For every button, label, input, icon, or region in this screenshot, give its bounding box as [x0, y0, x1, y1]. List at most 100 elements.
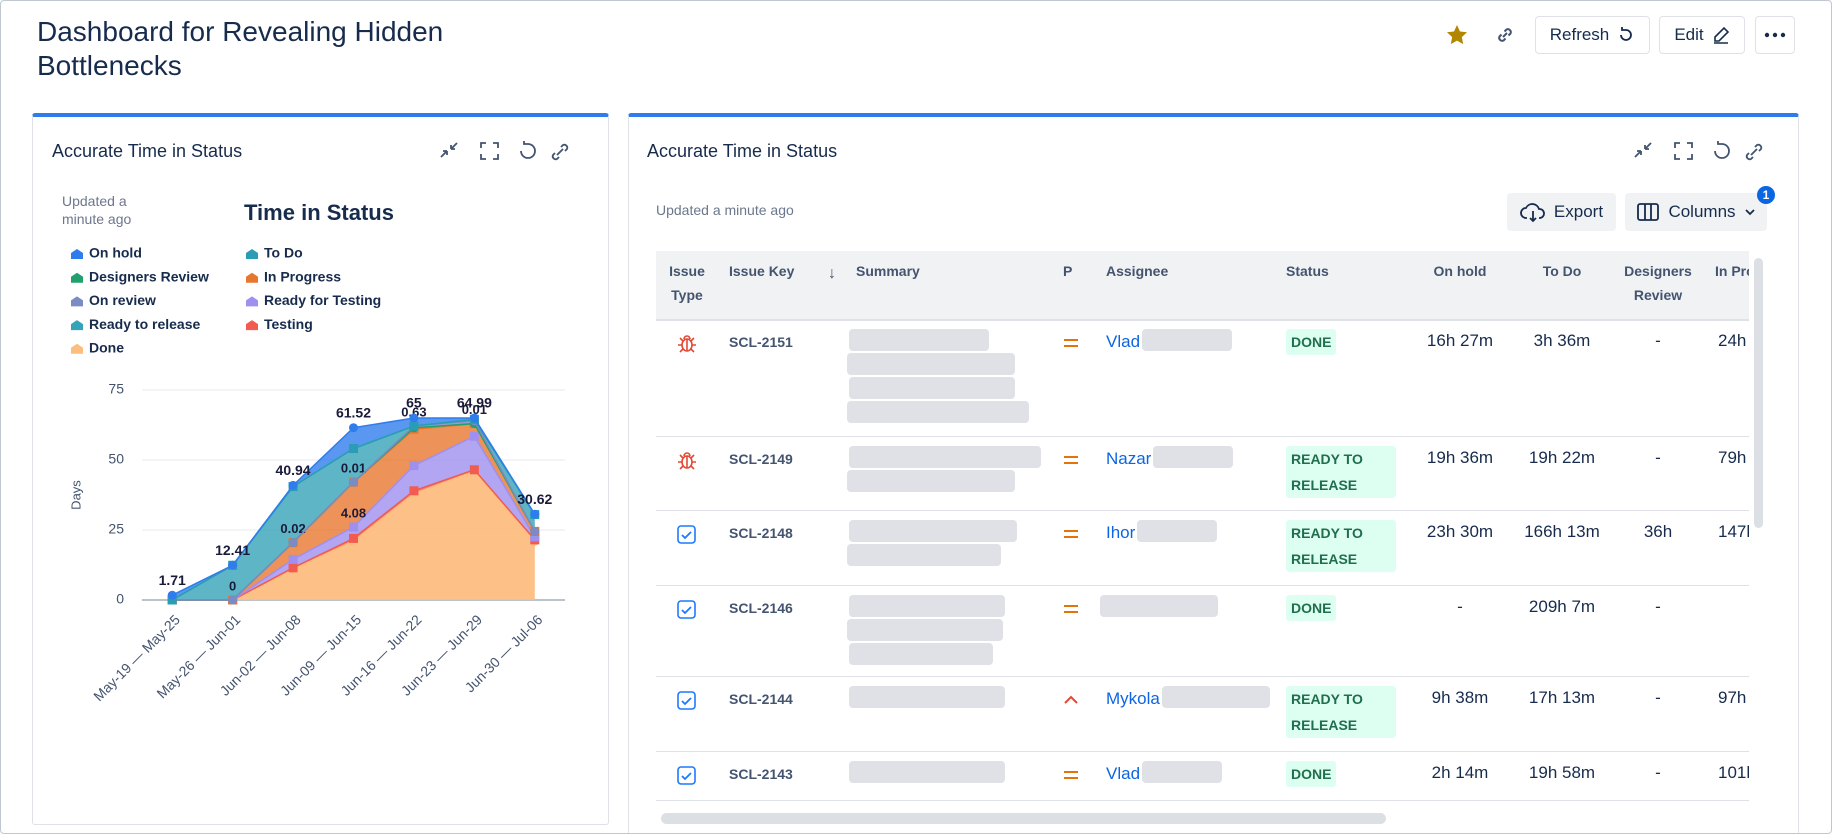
summary-redacted	[849, 377, 1015, 399]
assignee-redacted	[1142, 761, 1222, 783]
priority-icon	[1061, 450, 1081, 470]
updated-text: Updated a minute ago	[656, 202, 794, 218]
export-button[interactable]: Export	[1507, 193, 1616, 231]
data-label: 0	[229, 578, 236, 593]
issue-key[interactable]: SCL-2143	[729, 766, 793, 782]
y-tick-label: 50	[108, 451, 124, 467]
horizontal-scrollbar[interactable]	[661, 813, 1386, 824]
assignee[interactable]: Ihor	[1106, 523, 1136, 542]
column-header[interactable]: P	[1063, 263, 1073, 279]
point	[349, 477, 358, 487]
more-icon	[1764, 32, 1786, 38]
summary-redacted	[847, 401, 1029, 423]
point	[349, 423, 358, 433]
column-header[interactable]: Issue Key	[729, 263, 795, 279]
stack-total: 65	[406, 395, 422, 411]
refresh-button[interactable]: Refresh	[1535, 16, 1650, 54]
summary-redacted	[849, 643, 993, 665]
area-fill	[172, 423, 535, 600]
point	[167, 595, 177, 605]
issue-type-icon	[676, 450, 698, 472]
time-cell: 19h 22m	[1528, 448, 1596, 467]
legend-swatch	[246, 296, 258, 307]
issue-key[interactable]: SCL-2148	[729, 525, 793, 541]
area-fill	[172, 471, 535, 600]
time-cell: 209h 7m	[1528, 597, 1596, 616]
point	[469, 465, 479, 475]
edit-button[interactable]: Edit	[1659, 16, 1745, 54]
edit-icon	[1713, 26, 1729, 44]
star-button[interactable]	[1445, 23, 1469, 47]
assignee-redacted	[1142, 329, 1232, 351]
summary-redacted	[849, 446, 1041, 468]
point	[530, 526, 540, 536]
gadget-title: Accurate Time in Status	[647, 141, 838, 161]
y-axis-label: Days	[68, 480, 83, 510]
time-cell: -	[1655, 448, 1661, 467]
legend-label: Ready to release	[89, 316, 200, 332]
column-header[interactable]: To Do	[1542, 263, 1582, 279]
priority-icon	[1061, 524, 1081, 544]
gadget-actions[interactable]	[1631, 139, 1787, 163]
assignee[interactable]: Vlad	[1106, 332, 1141, 351]
time-cell: 2h 14m	[1431, 763, 1489, 782]
row-divider	[656, 510, 1749, 511]
point	[288, 538, 298, 548]
point	[349, 522, 358, 532]
more-button[interactable]	[1755, 16, 1795, 54]
button-label: Columns	[1668, 202, 1736, 221]
time-cell: 16h 27m	[1426, 331, 1494, 350]
columns-button[interactable]: Columns	[1625, 193, 1767, 231]
summary-redacted	[847, 544, 1001, 566]
column-header[interactable]: Summary	[856, 263, 920, 279]
legend-swatch	[71, 272, 83, 283]
assignee-redacted	[1137, 520, 1217, 542]
legend-label: To Do	[264, 245, 303, 261]
issue-type-icon	[676, 333, 698, 355]
assignee[interactable]: Mykola	[1106, 689, 1160, 708]
assignee[interactable]: Vlad	[1106, 764, 1141, 783]
vertical-scrollbar[interactable]	[1754, 258, 1763, 528]
column-header[interactable]: On hold	[1433, 263, 1487, 279]
legend-swatch	[71, 343, 83, 354]
gadget-actions[interactable]	[437, 139, 593, 163]
summary-redacted	[849, 595, 1005, 617]
legend-swatch	[246, 249, 258, 259]
issue-key[interactable]: SCL-2151	[729, 334, 793, 350]
legend-swatch	[71, 320, 83, 331]
legend-swatch	[246, 272, 258, 283]
chart: Time in Status On hold To Do Designers Revi…	[68, 200, 565, 704]
table: Issue Type Issue Key Summary P Assignee Statu…	[656, 251, 1749, 801]
data-label: 4.08	[341, 505, 366, 520]
columns-badge: 1	[1757, 186, 1775, 204]
legend-label: In Progress	[264, 268, 341, 284]
point	[469, 431, 479, 441]
point	[228, 560, 238, 570]
area-fill	[172, 419, 535, 600]
page-title: Dashboard for Revealing Hidden Bottlenec…	[37, 16, 444, 81]
column-header[interactable]: Issue Type	[669, 263, 705, 303]
column-header[interactable]: Status	[1286, 263, 1329, 279]
summary-redacted	[849, 761, 1005, 783]
status-lozenge: DONE	[1286, 761, 1337, 787]
status-lozenge: READY TO RELEASE	[1286, 686, 1396, 738]
point	[469, 413, 479, 423]
legend-label: Designers Review	[89, 268, 209, 284]
chevron	[1744, 209, 1755, 216]
issue-key[interactable]: SCL-2146	[729, 600, 793, 616]
data-label: 0.01	[462, 402, 487, 417]
column-header[interactable]: In Progress	[1715, 263, 1749, 279]
issue-key[interactable]: SCL-2149	[729, 451, 793, 467]
point	[530, 532, 540, 542]
table-header	[656, 251, 1749, 321]
gadget-title: Accurate Time in Status	[52, 141, 243, 161]
stack-total: 64.99	[457, 395, 492, 411]
column-header[interactable]: Designers Review	[1624, 263, 1692, 303]
assignee[interactable]: Nazar	[1106, 449, 1152, 468]
data-label: 0.02	[280, 521, 305, 536]
column-header[interactable]: Assignee	[1106, 263, 1169, 279]
priority-icon	[1061, 333, 1081, 353]
issue-key[interactable]: SCL-2144	[729, 691, 793, 707]
link-button[interactable]	[1493, 23, 1517, 47]
stack-total: 61.52	[336, 404, 371, 420]
